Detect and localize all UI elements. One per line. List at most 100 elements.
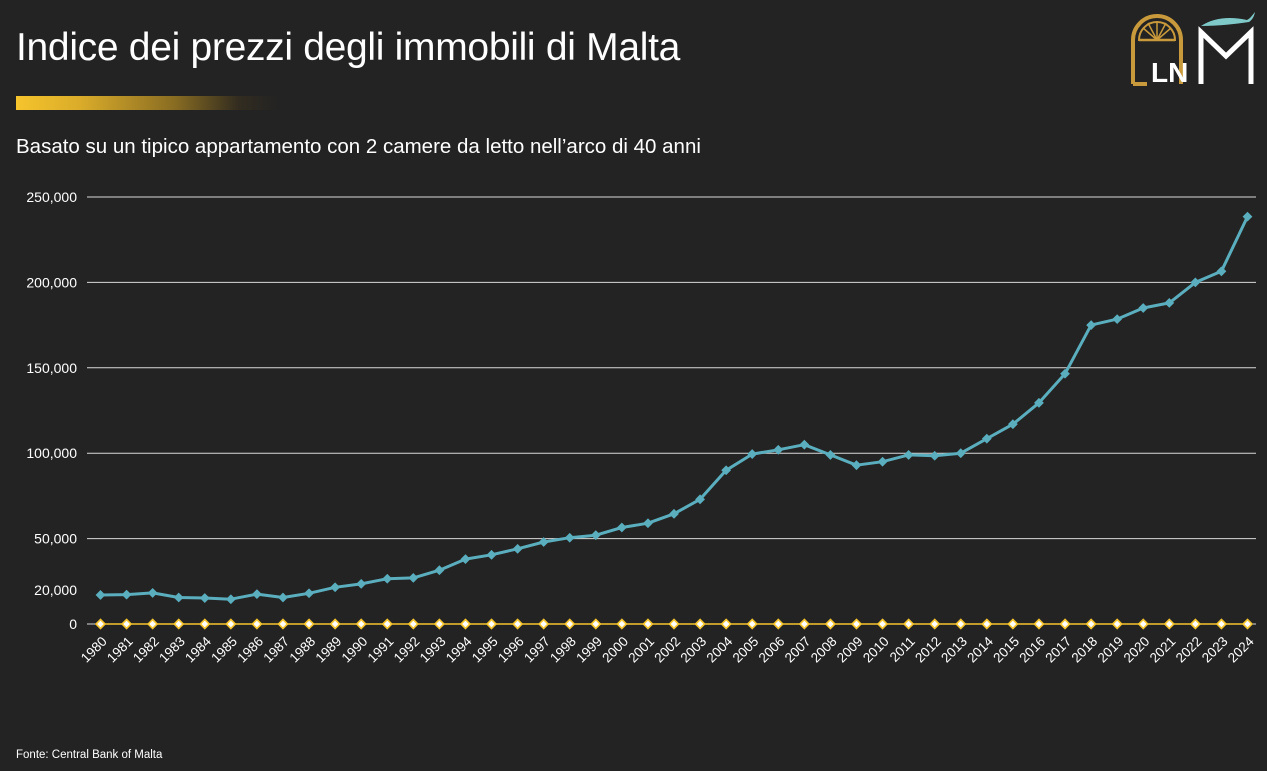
data-point-1-10 [355,618,367,630]
data-point-1-37 [1059,618,1071,630]
x-tick-label: 1991 [365,634,397,666]
data-point-1-28 [824,618,837,630]
data-point-0-25 [747,449,758,459]
logo-ln-letters: LN [1151,57,1187,88]
data-point-1-26 [772,618,784,630]
data-point-1-0 [94,618,107,630]
x-tick-label: 1997 [521,634,553,666]
x-tick-label: 2004 [704,633,736,665]
whale-m-logo-icon: M [1198,12,1255,84]
data-point-1-5 [225,618,237,630]
data-point-0-1 [121,589,132,600]
y-tick-label: 250,000 [26,189,77,205]
data-point-1-24 [720,618,732,630]
data-point-0-22 [669,508,679,519]
data-point-0-29 [851,460,862,471]
data-point-1-41 [1163,618,1175,630]
y-tick-label: 20,000 [34,582,77,598]
data-point-0-6 [252,589,262,600]
data-point-1-33 [955,618,967,630]
x-tick-label: 2000 [599,634,631,666]
data-point-0-38 [1086,320,1096,331]
data-point-0-41 [1164,297,1175,308]
x-tick-label: 2022 [1173,634,1205,666]
x-tick-label: 2003 [677,634,709,666]
x-tick-label: 1990 [339,634,371,666]
data-point-0-30 [877,456,888,467]
series-layer [94,211,1254,630]
data-point-1-35 [1007,618,1019,630]
data-point-0-12 [408,572,419,583]
data-point-0-21 [643,518,653,529]
x-tick-label: 2017 [1042,634,1074,666]
x-tick-label: 2005 [730,634,762,666]
data-point-0-2 [147,588,158,598]
x-axis: 1980198119821983198419851986198719881989… [78,623,1257,666]
x-tick-label: 1983 [156,634,188,666]
x-tick-label: 2009 [834,634,866,666]
x-tick-label: 1993 [417,634,449,666]
data-point-1-38 [1085,618,1097,630]
data-point-1-16 [511,618,524,630]
y-tick-label: 50,000 [34,531,77,547]
x-tick-label: 2018 [1069,634,1101,666]
data-point-1-40 [1137,618,1149,630]
data-point-0-5 [225,594,236,605]
x-tick-label: 2024 [1225,633,1257,665]
x-tick-label: 1980 [78,634,110,666]
data-point-1-18 [564,618,576,630]
x-tick-label: 1994 [443,633,475,665]
data-point-1-17 [538,618,550,630]
data-point-0-19 [590,530,601,541]
data-point-1-43 [1215,618,1228,630]
y-tick-label: 200,000 [26,274,77,290]
x-tick-label: 1986 [234,634,266,666]
x-tick-label: 2021 [1147,634,1179,666]
x-tick-label: 1981 [104,634,136,666]
x-tick-label: 2020 [1121,634,1153,666]
x-tick-label: 2012 [912,634,944,666]
series-line-0 [100,215,1249,601]
x-tick-label: 1992 [391,634,423,666]
x-tick-label: 2010 [860,634,892,666]
x-tick-label: 1985 [208,634,240,666]
data-point-0-8 [304,588,314,599]
x-tick-label: 2002 [651,634,683,666]
x-tick-label: 2001 [625,634,657,666]
data-point-0-20 [616,522,627,533]
data-point-0-18 [564,532,575,543]
y-tick-label: 150,000 [26,360,77,376]
data-point-1-31 [902,618,915,630]
x-tick-label: 1998 [547,634,579,666]
data-point-0-4 [199,593,210,603]
x-tick-label: 1988 [286,634,318,666]
data-point-1-29 [850,618,863,630]
data-point-0-11 [382,573,393,584]
y-axis: 0 20,000 50,000 100,000 150,000 200,000 250,00… [26,189,77,632]
data-point-0-28 [825,450,836,460]
data-point-0-35 [1007,419,1018,430]
data-point-1-3 [173,618,185,630]
data-point-1-8 [303,618,315,630]
x-tick-label: 1996 [495,634,527,666]
x-tick-label: 2006 [756,634,788,666]
x-tick-label: 2013 [938,634,970,666]
x-tick-label: 1999 [573,634,605,666]
title-accent-bar [16,96,278,110]
x-tick-label: 2011 [887,634,918,665]
data-point-0-23 [695,494,705,505]
data-point-1-7 [277,618,289,630]
x-tick-label: 1984 [182,633,214,665]
data-point-0-3 [173,592,184,603]
data-point-1-27 [798,618,810,630]
data-point-1-39 [1111,618,1123,630]
x-tick-label: 2016 [1016,634,1048,666]
x-tick-label: 1989 [313,634,345,666]
data-point-0-42 [1190,277,1201,288]
data-point-0-13 [434,565,445,576]
x-tick-label: 2007 [782,634,814,666]
x-tick-label: 2015 [990,634,1022,666]
data-point-1-12 [407,618,419,630]
data-point-1-30 [876,618,889,630]
